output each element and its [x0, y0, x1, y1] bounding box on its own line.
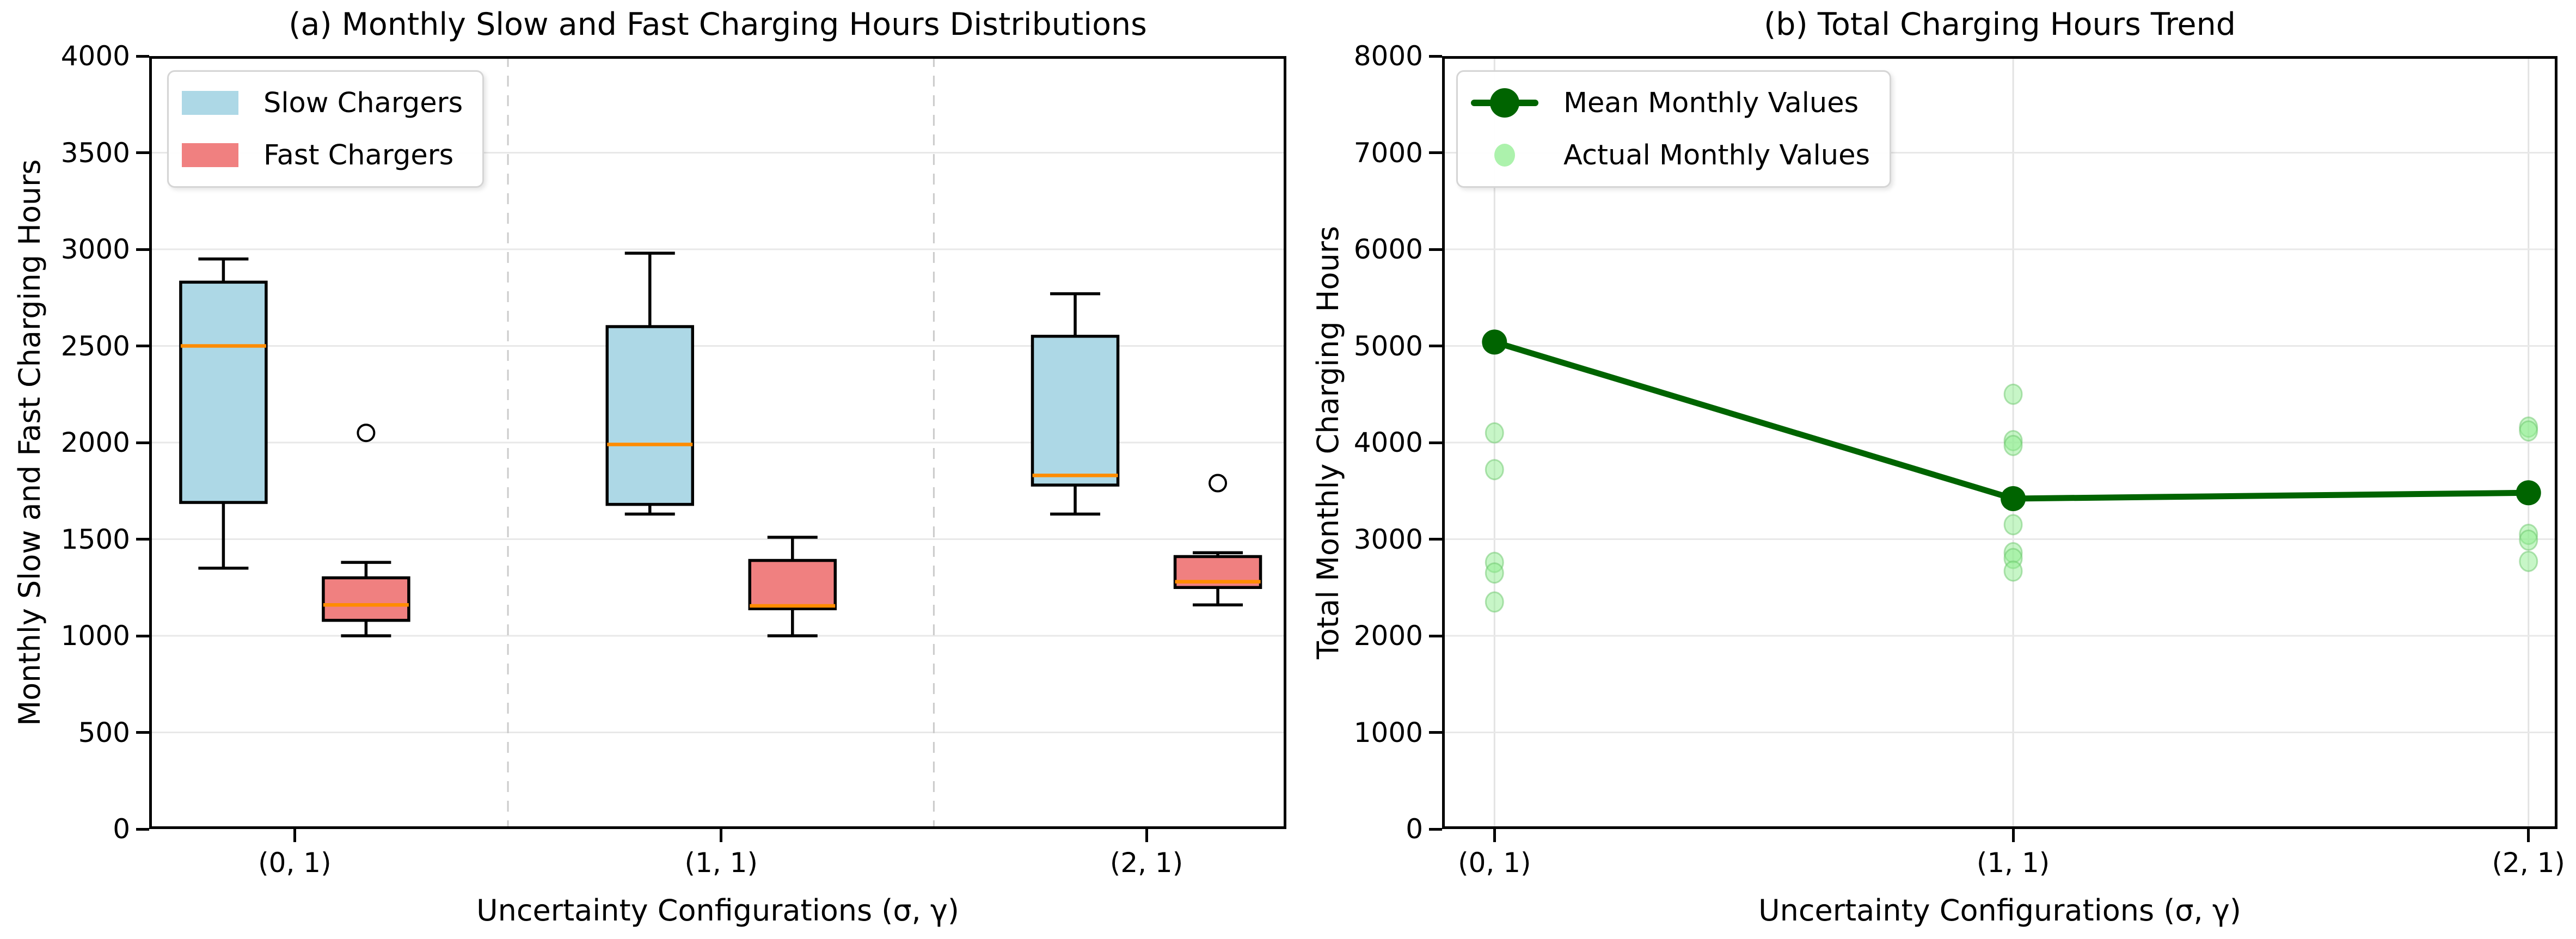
right-x-axis-label: Uncertainty Configurations (σ, γ) [1758, 893, 2241, 928]
right-chart-title: (b) Total Charging Hours Trend [1764, 7, 2236, 42]
actual-point [1485, 459, 1504, 481]
x-tick-label: (1, 1) [1976, 847, 2050, 879]
x-tick-mark [1493, 829, 1496, 842]
x-tick-label: (0, 1) [258, 847, 332, 879]
x-tick-mark [2011, 829, 2015, 842]
fast-chargers-swatch-icon [182, 143, 238, 167]
mean-point [2516, 480, 2541, 506]
mean-line-sample-icon [1471, 85, 1538, 120]
legend-item-slow-chargers: Slow Chargers [182, 83, 463, 123]
actual-point [2519, 529, 2538, 551]
y-tick-label: 2500 [60, 330, 130, 362]
right-plot-area [1442, 56, 2557, 829]
box-fast [322, 576, 410, 622]
x-tick-label: (1, 1) [684, 847, 758, 879]
y-tick-label: 3000 [60, 234, 130, 265]
y-tick-mark [1429, 634, 1442, 637]
legend-label: Actual Monthly Values [1563, 139, 1870, 171]
x-tick-mark [293, 829, 296, 842]
mean-line [1491, 339, 2532, 502]
y-tick-label: 1500 [60, 523, 130, 555]
y-tick-mark [136, 538, 149, 541]
y-tick-label: 1000 [60, 620, 130, 652]
left-plot-area [149, 56, 1286, 829]
y-tick-mark [1429, 827, 1442, 831]
y-tick-label: 2000 [1353, 620, 1423, 652]
y-tick-mark [136, 441, 149, 444]
y-tick-mark [136, 248, 149, 251]
left-legend: Slow Chargers Fast Chargers [167, 70, 484, 188]
y-tick-mark [1429, 731, 1442, 734]
y-tick-label: 6000 [1353, 234, 1423, 265]
left-chart-title: (a) Monthly Slow and Fast Charging Hours… [289, 7, 1147, 42]
y-tick-label: 0 [113, 813, 130, 845]
slow-chargers-swatch-icon [182, 91, 238, 115]
outlier-point [1209, 474, 1228, 493]
actual-point [2003, 434, 2023, 456]
y-tick-label: 4000 [60, 40, 130, 72]
actual-point [2519, 550, 2538, 572]
y-tick-mark [1429, 151, 1442, 154]
y-tick-mark [136, 827, 149, 831]
y-tick-label: 5000 [1353, 330, 1423, 362]
y-tick-mark [1429, 538, 1442, 541]
actual-point [1485, 591, 1504, 613]
axes-spines [1442, 56, 2557, 829]
box-slow [605, 325, 695, 506]
legend-item-actual-monthly-values: Actual Monthly Values [1471, 135, 1870, 175]
right-legend: Mean Monthly Values Actual Monthly Value… [1456, 70, 1892, 188]
legend-item-mean-monthly-values: Mean Monthly Values [1471, 83, 1870, 123]
x-tick-label: (2, 1) [1109, 847, 1183, 879]
x-tick-label: (0, 1) [1458, 847, 1531, 879]
box-fast [748, 559, 837, 611]
y-tick-label: 7000 [1353, 137, 1423, 169]
x-tick-mark [1145, 829, 1148, 842]
actual-point [2003, 383, 2023, 405]
mean-point [2001, 486, 2026, 511]
y-tick-mark [136, 731, 149, 734]
actual-point [2519, 420, 2538, 442]
y-tick-mark [136, 54, 149, 58]
y-tick-mark [1429, 441, 1442, 444]
y-tick-label: 3500 [60, 137, 130, 169]
y-tick-mark [1429, 345, 1442, 347]
y-tick-mark [136, 345, 149, 347]
x-tick-label: (2, 1) [2492, 847, 2565, 879]
legend-label: Mean Monthly Values [1563, 87, 1859, 119]
right-chart-axes: (b) Total Charging Hours Trend Total Mon… [1311, 7, 2565, 928]
actual-point [2003, 560, 2023, 582]
y-tick-label: 500 [78, 716, 130, 748]
left-chart-axes: (a) Monthly Slow and Fast Charging Hours… [13, 7, 1286, 928]
y-tick-mark [1429, 54, 1442, 58]
mean-point [1482, 329, 1507, 355]
y-tick-label: 8000 [1353, 40, 1423, 72]
y-tick-label: 2000 [60, 427, 130, 458]
y-tick-mark [136, 151, 149, 154]
x-tick-mark [2527, 829, 2530, 842]
axes-spines [149, 56, 1286, 829]
actual-point [2003, 514, 2023, 536]
y-tick-label: 1000 [1353, 716, 1423, 748]
x-tick-mark [720, 829, 723, 842]
box-slow [179, 280, 268, 504]
outlier-point [357, 424, 376, 443]
y-tick-mark [1429, 248, 1442, 251]
left-x-axis-label: Uncertainty Configurations (σ, γ) [476, 893, 959, 928]
actual-point [1485, 422, 1504, 444]
y-tick-label: 3000 [1353, 523, 1423, 555]
legend-item-fast-chargers: Fast Chargers [182, 135, 463, 175]
legend-label: Slow Chargers [263, 87, 463, 119]
y-tick-mark [136, 634, 149, 637]
box-slow [1031, 335, 1120, 487]
y-tick-label: 4000 [1353, 427, 1423, 458]
actual-dot-sample-icon [1471, 138, 1538, 173]
legend-label: Fast Chargers [263, 139, 454, 171]
y-tick-label: 0 [1406, 813, 1423, 845]
actual-point [1485, 562, 1504, 584]
